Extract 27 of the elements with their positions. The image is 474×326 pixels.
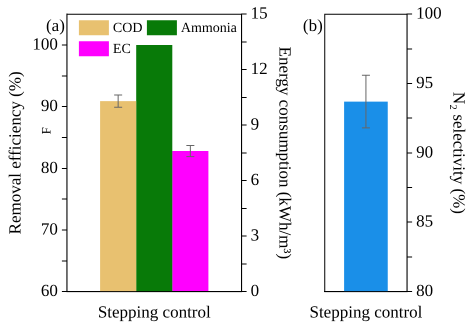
y-tick-label: 90 (40, 96, 58, 116)
x-tick-label: Stepping control (98, 302, 211, 322)
y2-tick-label: 6 (250, 170, 260, 190)
legend-label: COD (112, 20, 142, 36)
chart-title: (a) (46, 16, 65, 36)
y-tick-label: 80 (40, 158, 58, 177)
y2-tick-label: 0 (250, 281, 260, 300)
y2-tick-label: 3 (250, 226, 260, 245)
legend-label: Ammonia (180, 20, 238, 36)
y-tick-label: 100 (32, 34, 58, 54)
y2-tick-label: 15 (250, 4, 268, 23)
y2-tick-label: 80 (416, 281, 434, 300)
y2-tick-label: 90 (416, 142, 434, 162)
y2-axis-title: N₂ selectivity (%) (449, 92, 468, 214)
y2-tick-label: 100 (416, 4, 442, 23)
y2-tick-label: 9 (250, 114, 260, 134)
y2-tick-label: 85 (416, 212, 434, 231)
text: F (38, 127, 54, 134)
x-tick-label: Stepping control (309, 302, 423, 322)
y-tick-label: 60 (40, 281, 58, 300)
legend-label: EC (112, 42, 131, 57)
y2-tick-label: 95 (416, 73, 434, 92)
y2-axis-title: Energy consumption (kWh/m³) (275, 46, 294, 260)
chart-title: (b) (302, 16, 323, 36)
y-axis-title: Removal efficiency (%) (6, 71, 25, 234)
y2-tick-label: 12 (250, 59, 268, 78)
y-tick-label: 70 (40, 219, 58, 238)
